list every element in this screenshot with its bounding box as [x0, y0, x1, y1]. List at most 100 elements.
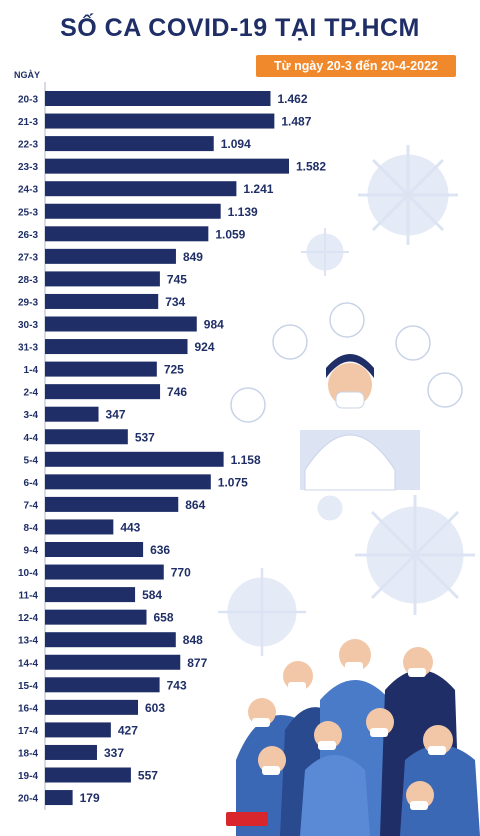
category-tick-label: 31-3 [18, 343, 38, 354]
category-tick-label: 25-3 [18, 207, 38, 218]
bar [45, 722, 111, 738]
bar [45, 181, 237, 197]
bar [45, 226, 209, 242]
bar-value-label: 603 [145, 701, 165, 715]
category-tick-label: 9-4 [24, 546, 39, 557]
bar [45, 113, 275, 129]
category-tick-label: 5-4 [24, 455, 39, 466]
bar-value-label: 427 [118, 723, 138, 737]
bar [45, 609, 147, 625]
icon-bubbles [230, 302, 463, 423]
bar-value-label: 1.094 [221, 137, 251, 151]
bar-value-label: 1.241 [243, 182, 273, 196]
bar-value-label: 848 [183, 633, 203, 647]
publisher-logo [226, 812, 268, 826]
bar [45, 790, 73, 806]
bar [45, 271, 160, 287]
bar-value-label: 743 [167, 678, 187, 692]
y-axis-label: NGÀY [14, 70, 41, 80]
bar-value-label: 725 [164, 363, 184, 377]
virus-icon [218, 568, 306, 656]
bar [45, 496, 179, 512]
bar-value-label: 1.487 [281, 115, 311, 129]
category-tick-label: 17-4 [18, 726, 38, 737]
bar-value-label: 924 [195, 340, 215, 354]
category-tick-label: 14-4 [18, 658, 38, 669]
bar [45, 767, 131, 783]
bar-value-label: 658 [153, 611, 173, 625]
category-tick-label: 8-4 [24, 523, 39, 534]
bar [45, 542, 144, 557]
virus-icon [355, 495, 475, 615]
category-tick-label: 7-4 [24, 500, 39, 511]
bar-value-label: 443 [120, 520, 140, 534]
virus-icon [301, 228, 349, 276]
category-tick-label: 15-4 [18, 681, 38, 692]
category-tick-label: 29-3 [18, 297, 38, 308]
bar [45, 654, 181, 670]
bar [45, 91, 271, 106]
bar [45, 632, 176, 648]
category-tick-label: 2-4 [24, 388, 39, 399]
bar-value-label: 584 [142, 588, 162, 602]
bar [45, 316, 197, 332]
bar [45, 158, 289, 174]
virus-icon [317, 495, 343, 521]
bar-value-label: 557 [138, 769, 158, 783]
bar [45, 406, 99, 422]
bar [45, 248, 176, 264]
category-tick-label: 24-3 [18, 185, 38, 196]
category-tick-label: 10-4 [18, 568, 38, 579]
category-tick-label: 19-4 [18, 771, 38, 782]
bar [45, 339, 188, 355]
bar-value-label: 734 [165, 295, 185, 309]
category-tick-label: 20-4 [18, 794, 38, 805]
bar [45, 451, 224, 467]
bar-value-label: 864 [185, 498, 205, 512]
chart-title: SỐ CA COVID-19 TẠI TP.HCM [60, 14, 420, 42]
bar-value-label: 1.582 [296, 160, 326, 174]
category-tick-label: 28-3 [18, 275, 38, 286]
bar [45, 564, 164, 580]
bar [45, 744, 97, 760]
virus-icon [358, 145, 458, 245]
bar [45, 699, 139, 715]
bar-value-label: 179 [80, 791, 100, 805]
category-tick-label: 30-3 [18, 320, 38, 331]
category-tick-label: 4-4 [24, 433, 39, 444]
bar-value-label: 1.075 [218, 475, 248, 489]
doctor-illustration [300, 354, 420, 491]
category-tick-label: 11-4 [19, 591, 39, 602]
bar [45, 203, 221, 219]
category-tick-label: 16-4 [18, 703, 38, 714]
bar [45, 361, 157, 377]
bar-value-label: 770 [171, 566, 191, 580]
category-tick-label: 3-4 [24, 410, 39, 421]
bar-value-label: 746 [167, 385, 187, 399]
category-tick-label: 18-4 [18, 748, 38, 759]
category-tick-label: 23-3 [18, 162, 38, 173]
bar [45, 519, 114, 535]
bar-value-label: 347 [106, 408, 126, 422]
bar-value-label: 1.462 [277, 92, 307, 106]
bar-value-label: 537 [135, 430, 155, 444]
bar [45, 587, 136, 603]
category-tick-label: 13-4 [18, 636, 38, 647]
bar-value-label: 877 [187, 656, 207, 670]
category-tick-label: 12-4 [18, 613, 38, 624]
category-tick-label: 27-3 [18, 252, 38, 263]
category-tick-label: 22-3 [18, 140, 38, 151]
bar [45, 293, 159, 309]
category-tick-label: 20-3 [18, 95, 38, 106]
bar-value-label: 849 [183, 250, 203, 264]
bar-value-label: 337 [104, 746, 124, 760]
category-tick-label: 21-3 [18, 117, 38, 128]
bar-value-label: 1.059 [215, 227, 245, 241]
bar [45, 677, 160, 693]
bar [45, 429, 128, 445]
bar [45, 384, 161, 400]
bar [45, 136, 214, 152]
category-tick-label: 6-4 [24, 478, 39, 489]
